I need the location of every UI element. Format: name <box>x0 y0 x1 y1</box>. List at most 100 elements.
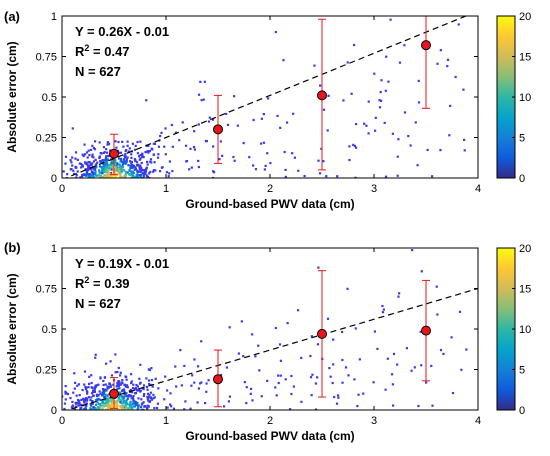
scatter-point <box>102 383 105 387</box>
scatter-point <box>106 141 109 144</box>
scatter-point <box>124 383 127 386</box>
scatter-point <box>96 394 99 398</box>
scatter-point <box>267 97 270 100</box>
scatter-point <box>251 399 254 402</box>
scatter-point <box>145 377 148 380</box>
scatter-point <box>310 394 313 397</box>
scatter-point <box>126 395 129 398</box>
scatter-point <box>91 155 94 158</box>
mean-marker <box>109 148 119 159</box>
scatter-point <box>202 98 205 101</box>
scatter-point <box>142 172 146 175</box>
scatter-point <box>142 155 145 159</box>
scatter-point <box>190 166 193 169</box>
scatter-point <box>139 405 143 409</box>
scatter-point <box>102 395 106 398</box>
scatter-point <box>188 168 191 171</box>
scatter-point <box>109 360 112 363</box>
scatter-point <box>153 396 156 399</box>
scatter-point <box>378 106 382 109</box>
scatter-point <box>80 398 83 401</box>
scatter-point <box>80 403 83 407</box>
scatter-point <box>86 390 89 393</box>
scatter-point <box>71 400 74 404</box>
scatter-point <box>62 170 65 173</box>
x-tick-label: 0 <box>59 183 65 195</box>
x-tick-label: 3 <box>371 183 377 195</box>
x-tick-label: 3 <box>371 415 377 427</box>
scatter-point <box>103 388 107 391</box>
scatter-point <box>127 408 130 410</box>
scatter-point <box>78 401 81 405</box>
n-label: N = 627 <box>75 64 121 79</box>
scatter-point <box>82 399 86 402</box>
scatter-point <box>193 148 197 151</box>
scatter-point <box>89 148 93 151</box>
scatter-point <box>121 405 125 408</box>
scatter-point <box>91 162 94 165</box>
scatter-point <box>446 58 450 61</box>
scatter-point <box>101 404 104 407</box>
scatter-point <box>74 381 77 384</box>
scatter-point <box>383 121 386 125</box>
scatter-point <box>92 172 95 175</box>
scatter-point <box>110 404 114 407</box>
scatter-point <box>127 164 130 167</box>
scatter-point <box>416 164 419 167</box>
scatter-point <box>354 327 357 330</box>
scatter-point <box>132 395 135 398</box>
scatter-point <box>124 404 127 407</box>
scatter-point <box>112 397 115 401</box>
scatter-point <box>331 381 334 385</box>
scatter-point <box>114 159 117 162</box>
y-tick-label: 0.25 <box>36 365 57 377</box>
scatter-point <box>141 168 144 172</box>
scatter-point <box>184 144 188 147</box>
scatter-point <box>197 387 200 390</box>
scatter-point <box>121 379 124 382</box>
scatter-point <box>133 148 137 151</box>
scatter-point <box>332 363 335 366</box>
scatter-point <box>134 160 137 163</box>
scatter-point <box>106 169 109 172</box>
scatter-point <box>107 386 110 389</box>
scatter-point <box>101 401 104 404</box>
scatter-point <box>240 320 243 323</box>
scatter-point <box>279 359 282 362</box>
scatter-point <box>79 162 83 166</box>
scatter-point <box>149 391 152 394</box>
scatter-point <box>228 395 232 398</box>
scatter-point <box>93 386 97 390</box>
scatter-point <box>310 335 313 338</box>
scatter-point <box>94 158 97 161</box>
scatter-point <box>112 408 115 410</box>
scatter-point <box>81 153 84 156</box>
scatter-point <box>326 317 330 320</box>
scatter-point <box>119 172 122 175</box>
scatter-point <box>118 387 121 390</box>
scatter-point <box>82 400 86 403</box>
scatter-point <box>98 175 101 178</box>
scatter-point <box>104 158 108 161</box>
scatter-point <box>74 151 78 154</box>
scatter-point <box>278 343 282 346</box>
scatter-point <box>197 93 201 96</box>
scatter-point <box>115 404 119 407</box>
scatter-point <box>390 373 394 376</box>
scatter-point <box>125 384 129 387</box>
scatter-point <box>108 404 111 407</box>
scatter-point <box>122 158 126 161</box>
scatter-point <box>286 321 289 325</box>
scatter-point <box>87 149 90 152</box>
scatter-point <box>95 165 98 168</box>
scatter-point <box>300 356 303 360</box>
scatter-point <box>118 391 121 394</box>
scatter-point <box>121 163 124 166</box>
scatter-point <box>71 164 74 167</box>
scatter-point <box>189 147 192 150</box>
scatter-point <box>129 160 132 163</box>
scatter-point <box>139 363 142 366</box>
scatter-point <box>108 175 111 178</box>
scatter-point <box>126 386 129 389</box>
scatter-point <box>126 156 129 159</box>
